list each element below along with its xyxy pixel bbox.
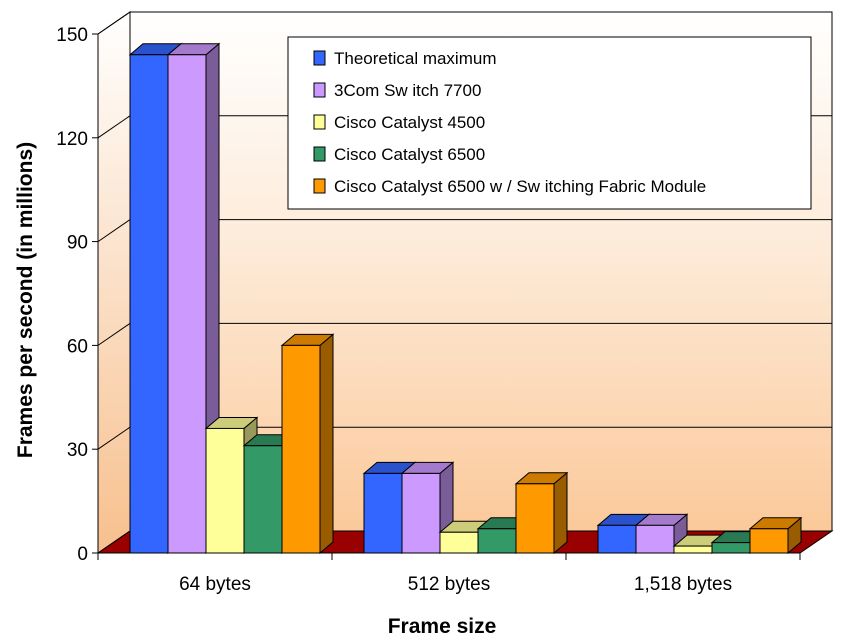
legend-item: Cisco Catalyst 6500	[313, 145, 485, 164]
y-tick-label: 30	[67, 440, 88, 461]
legend-swatch	[313, 178, 326, 194]
x-tick-label: 64 bytes	[179, 574, 251, 595]
y-tick-label: 150	[56, 25, 88, 46]
x-axis-title: Frame size	[388, 615, 497, 638]
legend-label: Theoretical maximum	[334, 49, 497, 68]
legend-label: Cisco Catalyst 4500	[334, 113, 485, 132]
legend-item: Theoretical maximum	[313, 49, 497, 68]
y-tick-label: 60	[67, 336, 88, 357]
gridline-side	[97, 426, 131, 450]
gridline-side	[97, 11, 131, 35]
legend-swatch	[313, 114, 326, 130]
legend-item: 3Com Sw itch 7700	[313, 81, 481, 100]
side-wall	[97, 11, 131, 554]
bar	[514, 471, 569, 555]
x-tick-label: 1,518 bytes	[634, 574, 732, 595]
legend-swatch	[313, 82, 326, 98]
gridline-side	[97, 322, 131, 346]
gridline-side	[97, 219, 131, 243]
legend-box	[287, 36, 812, 210]
bar	[280, 333, 335, 555]
legend: Theoretical maximum 3Com Sw itch 7700 Cisc…	[287, 36, 812, 210]
y-tick-label: 90	[67, 233, 88, 254]
legend-label: Cisco Catalyst 6500	[334, 145, 485, 164]
gridline-side	[97, 115, 131, 139]
bar	[748, 516, 803, 555]
legend-label: Cisco Catalyst 6500 w / Sw itching Fabri…	[334, 177, 706, 196]
y-tick-label: 120	[56, 129, 88, 150]
y-axis-title: Frames per second (in millions)	[14, 142, 37, 458]
legend-item: Cisco Catalyst 6500 w / Sw itching Fabri…	[313, 177, 706, 196]
legend-swatch	[313, 146, 326, 162]
y-tick-label: 0	[77, 544, 88, 565]
x-tick-label: 512 bytes	[408, 574, 490, 595]
legend-label: 3Com Sw itch 7700	[334, 81, 481, 100]
legend-swatch	[313, 50, 326, 66]
legend-item: Cisco Catalyst 4500	[313, 113, 485, 132]
